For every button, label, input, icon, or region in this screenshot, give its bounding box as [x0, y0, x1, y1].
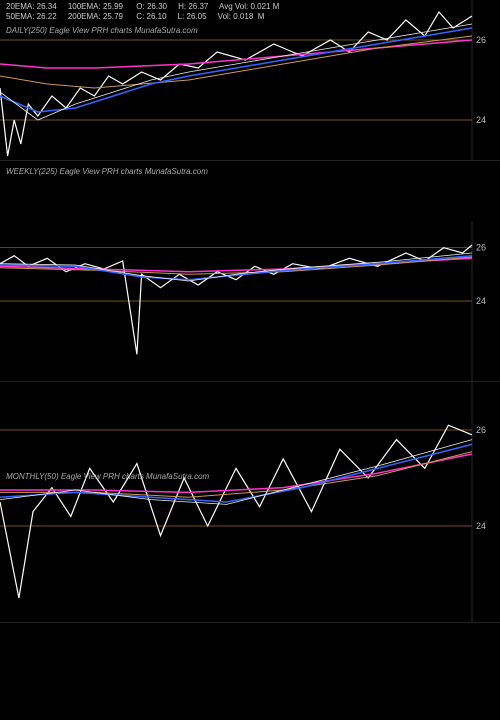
panels-wrapper: 24 26 DAILY(250) Eagle View PRH charts Mun…: [0, 0, 500, 623]
panel-title-weekly: WEEKLY(225) Eagle View PRH charts Munafa…: [6, 167, 208, 176]
series-monthly-price: [0, 425, 472, 598]
svg-text:26: 26: [476, 425, 486, 435]
panel-title-daily: DAILY(250) Eagle View PRH charts MunafaS…: [6, 26, 198, 35]
series-weekly-ema20: [0, 253, 472, 281]
chart-panel-weekly: 24 26 WEEKLY(225) Eagle View PRH charts Mu…: [0, 161, 500, 382]
header-stats-line2: 50EMA: 26.22 200EMA: 25.79 C: 26.10 L: 2…: [6, 12, 264, 21]
svg-text:26: 26: [476, 35, 486, 45]
chart-svg-weekly: 24 26: [0, 161, 500, 381]
chart-panel-daily: 24 26 DAILY(250) Eagle View PRH charts Mun…: [0, 0, 500, 161]
chart-svg-daily: 24 26: [0, 0, 500, 160]
panel-title-monthly: MONTHLY(50) Eagle View PRH charts Munafa…: [6, 472, 209, 481]
chart-panel-monthly: 24 26 MONTHLY(50) Eagle View PRH charts Mu…: [0, 382, 500, 623]
chart-svg-monthly: 24 26: [0, 382, 500, 622]
svg-text:24: 24: [476, 296, 486, 306]
svg-text:24: 24: [476, 521, 486, 531]
chart-container: 20EMA: 26.34 100EMA: 25.99 O: 26.30 H: 2…: [0, 0, 500, 623]
series-daily-ema50: [0, 28, 472, 112]
header-stats-line1: 20EMA: 26.34 100EMA: 25.99 O: 26.30 H: 2…: [6, 2, 279, 11]
svg-text:26: 26: [476, 243, 486, 253]
svg-text:24: 24: [476, 115, 486, 125]
series-daily-ema100: [0, 36, 472, 88]
